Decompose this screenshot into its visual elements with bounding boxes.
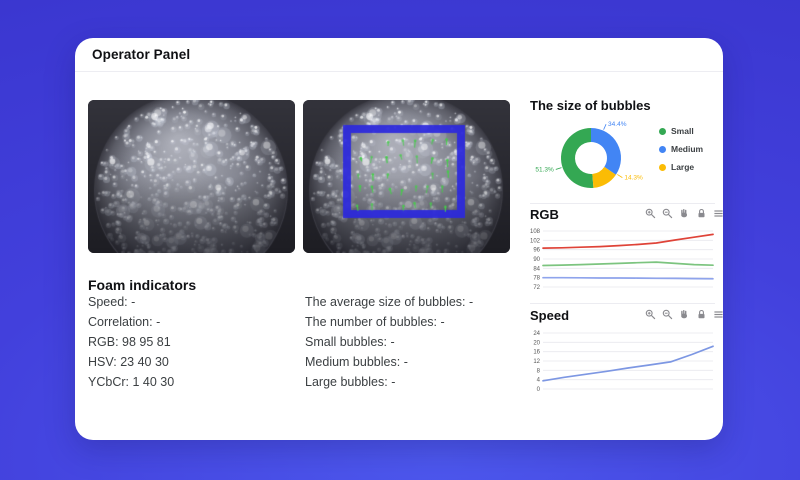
- svg-text:12: 12: [533, 359, 540, 365]
- indicator-speed: Speed: -: [88, 295, 136, 309]
- svg-text:14.3%: 14.3%: [624, 175, 643, 182]
- foam-indicators-heading: Foam indicators: [88, 277, 197, 293]
- legend-item-small[interactable]: Small: [659, 126, 703, 136]
- svg-text:24: 24: [533, 331, 540, 337]
- section-divider: [530, 203, 715, 204]
- operator-panel-card: Operator Panel Foam indicators Speed: - …: [75, 38, 723, 440]
- svg-text:20: 20: [533, 340, 540, 346]
- indicator-rgb: RGB: 98 95 81: [88, 335, 171, 349]
- zoom-out-icon[interactable]: [662, 309, 673, 320]
- pie-chart-title: The size of bubbles: [530, 98, 651, 113]
- svg-text:34.4%: 34.4%: [608, 121, 627, 128]
- bubble-size-pie-chart: 51.3% 34.4% 14.3%: [527, 114, 677, 211]
- large-legend-dot: [659, 163, 666, 171]
- small-legend-dot: [659, 127, 666, 135]
- legend-item-large[interactable]: Large: [659, 162, 703, 172]
- lock-icon[interactable]: [696, 309, 707, 320]
- speed-chart-title: Speed: [530, 308, 570, 323]
- foam-indicators-list: Speed: - Correlation: - RGB: 98 95 81 HS…: [88, 296, 174, 389]
- foam-detection-image: [303, 100, 510, 253]
- zoom-out-icon[interactable]: [662, 208, 673, 219]
- stat-number: The number of bubbles: -: [305, 315, 445, 329]
- indicator-hsv: HSV: 23 40 30: [88, 355, 169, 369]
- svg-text:90: 90: [533, 257, 540, 263]
- section-divider: [530, 303, 715, 304]
- svg-text:0: 0: [537, 387, 541, 393]
- svg-text:84: 84: [533, 266, 540, 272]
- stat-average-size: The average size of bubbles: -: [305, 295, 474, 309]
- speed-line-chart[interactable]: 0 4 8 12 16 20 24: [527, 328, 715, 399]
- pan-icon[interactable]: [679, 208, 690, 219]
- svg-text:108: 108: [530, 229, 541, 235]
- page-title: Operator Panel: [92, 47, 191, 62]
- menu-icon[interactable]: [713, 208, 724, 219]
- menu-icon[interactable]: [713, 309, 724, 320]
- svg-text:78: 78: [533, 276, 540, 282]
- legend-item-medium[interactable]: Medium: [659, 144, 703, 154]
- medium-legend-dot: [659, 145, 666, 153]
- svg-text:8: 8: [537, 368, 541, 374]
- foam-camera-image: [88, 100, 295, 253]
- rgb-chart-toolbar: [645, 208, 724, 219]
- zoom-in-icon[interactable]: [645, 208, 656, 219]
- stat-small: Small bubbles: -: [305, 335, 395, 349]
- speed-chart-toolbar: [645, 309, 724, 320]
- lock-icon[interactable]: [696, 208, 707, 219]
- svg-text:72: 72: [533, 285, 540, 291]
- svg-text:102: 102: [530, 238, 541, 244]
- bubble-stats-list: The average size of bubbles: - The numbe…: [305, 296, 473, 389]
- pie-legend: Small Medium Large: [659, 126, 703, 172]
- pan-icon[interactable]: [679, 309, 690, 320]
- card-header: Operator Panel: [75, 38, 723, 72]
- stat-medium: Medium bubbles: -: [305, 355, 408, 369]
- stat-large: Large bubbles: -: [305, 375, 396, 389]
- rgb-chart-title: RGB: [530, 207, 559, 222]
- svg-text:16: 16: [533, 350, 540, 356]
- zoom-in-icon[interactable]: [645, 309, 656, 320]
- indicator-ycbcr: YCbCr: 1 40 30: [88, 375, 175, 389]
- svg-text:96: 96: [533, 248, 540, 254]
- svg-text:4: 4: [537, 378, 541, 384]
- indicator-correlation: Correlation: -: [88, 315, 161, 329]
- svg-text:51.3%: 51.3%: [535, 166, 554, 173]
- rgb-line-chart[interactable]: 72 78 84 90 96 102 108: [527, 226, 715, 297]
